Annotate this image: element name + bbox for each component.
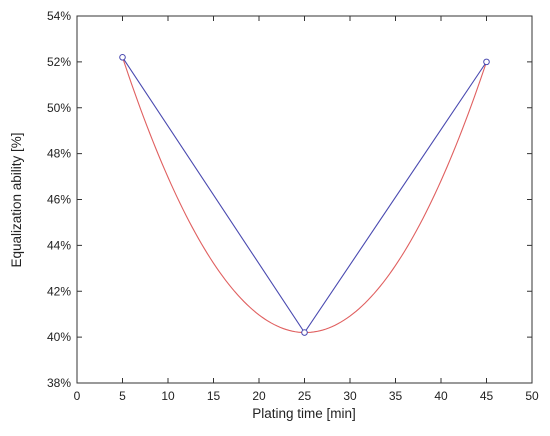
data-point: [119, 53, 126, 61]
y-tick-label: 48%: [47, 147, 71, 161]
x-tick-label: 35: [389, 389, 403, 403]
x-tick-label: 20: [252, 389, 266, 403]
y-axis-label: Equalization ability [%]: [9, 132, 24, 267]
data-point: [483, 58, 490, 66]
y-tick-label: 38%: [47, 376, 71, 390]
x-axis-label: Plating time [min]: [252, 406, 356, 421]
y-tick-label: 54%: [47, 9, 71, 23]
y-tick-label: 42%: [47, 284, 71, 298]
axis-ticks: 0 5 10 15 20 25 30 35 40 45 50 38% 40% 42% 44% 46% 48% 50…: [47, 9, 539, 403]
y-tick-label: 40%: [47, 330, 71, 344]
x-tick-label: 10: [161, 389, 175, 403]
x-tick-label: 30: [343, 389, 357, 403]
x-tick-label: 25: [298, 389, 312, 403]
y-tick-label: 46%: [47, 193, 71, 207]
y-tick-label: 44%: [47, 238, 71, 252]
x-tick-label: 40: [434, 389, 448, 403]
x-tick-label: 15: [207, 389, 221, 403]
x-tick-label: 0: [74, 389, 81, 403]
x-tick-label: 50: [525, 389, 539, 403]
y-tick-label: 50%: [47, 101, 71, 115]
y-tick-label: 52%: [47, 55, 71, 69]
data-point: [301, 329, 308, 336]
x-tick-label: 45: [480, 389, 494, 403]
x-tick-label: 5: [119, 389, 126, 403]
